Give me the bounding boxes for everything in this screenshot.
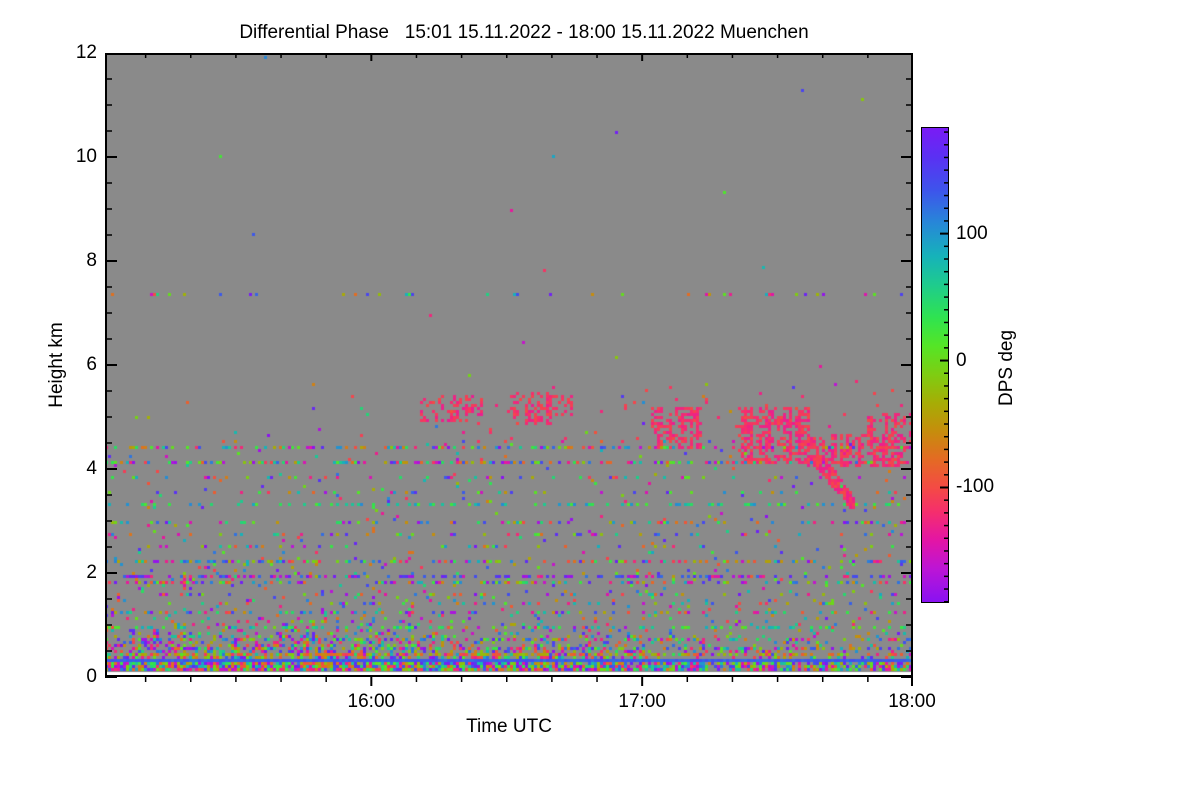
y-tick-label-5: 10 xyxy=(75,146,97,167)
colorbar-gradient xyxy=(921,127,949,603)
y-tick-label-4: 8 xyxy=(86,250,97,271)
chart-title: Differential Phase 15:01 15.11.2022 - 18… xyxy=(239,22,809,43)
y-tick-label-0: 0 xyxy=(86,666,97,687)
colorbar-tick-label-1: 0 xyxy=(956,349,967,371)
x-tick-label-2: 18:00 xyxy=(888,691,936,712)
y-tick-label-3: 6 xyxy=(86,354,97,375)
y-tick-label-2: 4 xyxy=(86,458,97,479)
x-axis-label: Time UTC xyxy=(466,716,552,737)
x-tick-label-0: 16:00 xyxy=(347,691,396,712)
colorbar-tick-label-0: 100 xyxy=(956,222,988,244)
plot-image-canvas xyxy=(105,53,913,677)
colorbar-tick-label-2: -100 xyxy=(956,476,995,498)
y-tick-label-6: 12 xyxy=(75,42,97,63)
colorbar-label: DPS deg xyxy=(996,329,1017,407)
y-tick-label-1: 2 xyxy=(86,562,97,583)
x-tick-label-1: 17:00 xyxy=(618,691,666,712)
